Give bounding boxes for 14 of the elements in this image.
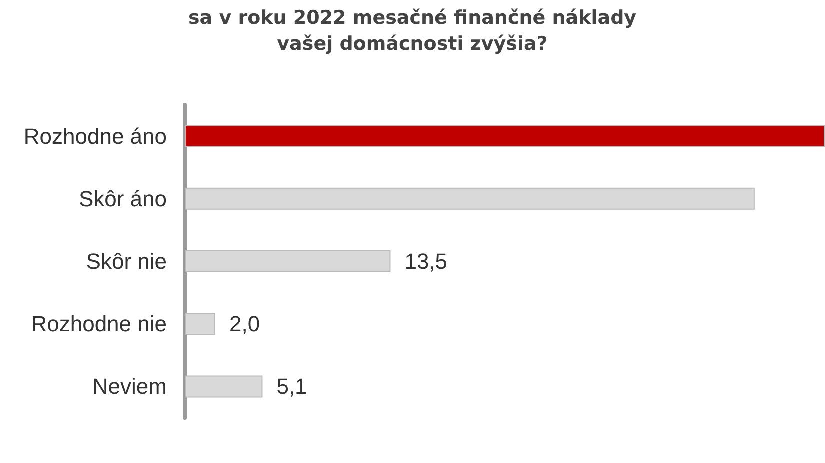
chart-title: sa v roku 2022 mesačné finančné náklady vašej domácnosti zvýšia?: [188, 7, 638, 55]
y-tick-label: Rozhodne áno: [24, 124, 167, 149]
data-label: 13,5: [404, 249, 448, 274]
y-tick-label: Skôr nie: [86, 249, 167, 274]
bar: [185, 188, 755, 210]
data-label: 2,0: [229, 312, 260, 337]
bar: [185, 250, 391, 272]
y-tick-label: Rozhodne nie: [31, 312, 167, 337]
data-label: 5,1: [276, 374, 308, 400]
bar: [185, 313, 216, 336]
bar: [185, 376, 263, 398]
y-tick-label: Neviem: [92, 374, 167, 400]
y-tick-label: Skôr áno: [78, 186, 167, 212]
bar: [185, 125, 825, 148]
